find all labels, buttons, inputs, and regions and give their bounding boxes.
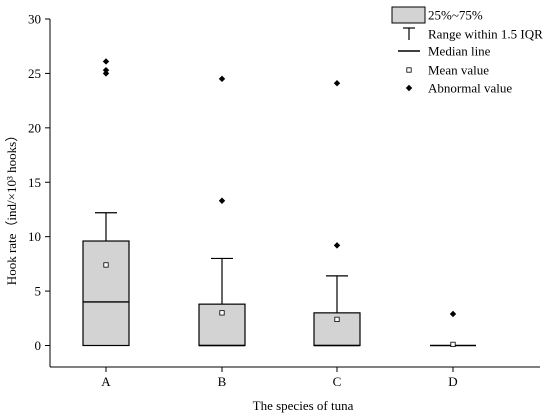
outlier-point — [333, 242, 341, 249]
mean-marker — [334, 316, 340, 322]
legend-label: Abnormal value — [428, 81, 512, 96]
mean-marker — [450, 341, 456, 348]
legend-item-outlier: Abnormal value — [405, 81, 512, 96]
y-tick-label: 0 — [35, 338, 42, 353]
outlier-point — [218, 75, 226, 83]
box-group-d — [430, 310, 476, 348]
iqr-box — [82, 240, 130, 347]
x-axis-ticks: A B C D — [101, 367, 458, 389]
outlier-point — [102, 70, 110, 77]
legend-label: Range within 1.5 IQR — [428, 27, 543, 42]
box-group-a — [82, 58, 130, 347]
outlier-point — [333, 80, 341, 87]
legend-item-median: Median line — [398, 44, 491, 59]
x-tick-label: A — [101, 374, 111, 389]
x-axis-title: The species of tuna — [253, 398, 354, 413]
y-tick-label: 15 — [28, 175, 41, 190]
legend-label: Mean value — [428, 63, 489, 78]
outlier-point — [102, 66, 110, 74]
legend-item-mean: Mean value — [406, 63, 489, 78]
y-tick-label: 10 — [28, 229, 41, 244]
axes — [49, 19, 540, 368]
y-tick-label: 30 — [28, 12, 41, 27]
boxes — [82, 58, 476, 348]
mean-marker — [219, 310, 225, 316]
x-tick-label: B — [218, 374, 227, 389]
outlier-point — [449, 310, 457, 318]
mean-marker — [103, 262, 109, 268]
legend-swatch-box — [391, 6, 426, 24]
y-axis-ticks: 0 5 10 15 20 25 30 — [28, 12, 50, 353]
legend-item-box: 25%~75% — [391, 6, 483, 24]
outlier-point — [102, 58, 110, 65]
box-group-c — [313, 80, 361, 347]
box-group-b — [198, 75, 246, 347]
y-axis-title: Hook rate（ind/×10³ hooks） — [4, 129, 19, 285]
legend-swatch-mean — [406, 67, 412, 73]
legend-label: Median line — [428, 44, 491, 59]
y-tick-label: 25 — [28, 66, 41, 81]
x-tick-label: C — [333, 374, 342, 389]
outlier-point — [218, 197, 226, 204]
x-tick-label: D — [448, 374, 457, 389]
legend-item-whisker: Range within 1.5 IQR — [403, 27, 543, 42]
y-tick-label: 5 — [35, 284, 42, 299]
legend-label: 25%~75% — [428, 8, 483, 23]
y-tick-label: 20 — [28, 120, 41, 135]
legend-swatch-outlier — [405, 84, 413, 92]
legend: 25%~75% Range within 1.5 IQR Median line Me… — [391, 6, 543, 96]
